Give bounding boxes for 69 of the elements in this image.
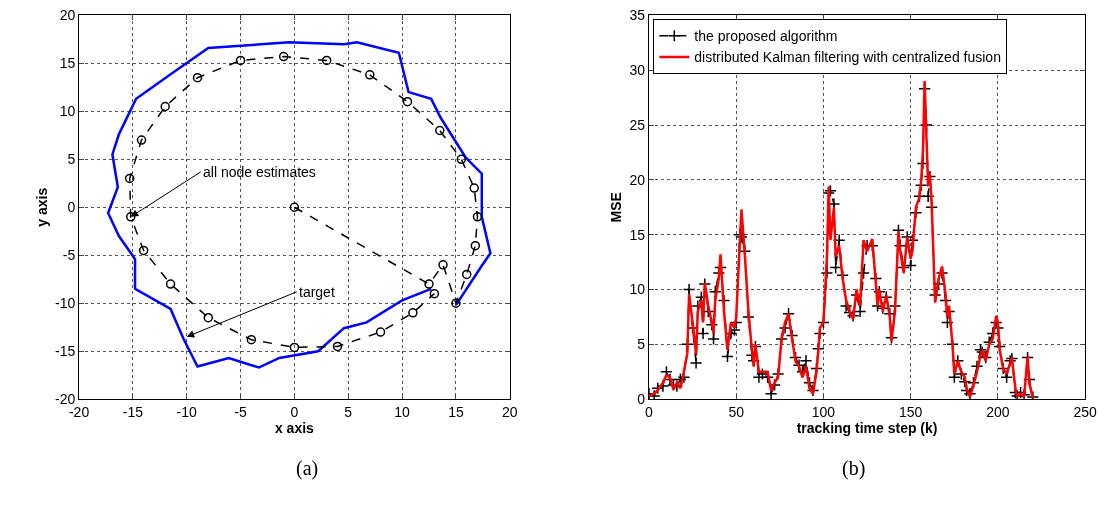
x-axis-title: tracking time step (k) xyxy=(796,420,938,436)
y-axis-title: y axis xyxy=(33,187,50,227)
point xyxy=(472,212,483,222)
y-tick-label: 20 xyxy=(59,7,76,24)
point xyxy=(438,260,448,270)
text: (a) xyxy=(296,457,319,480)
point xyxy=(278,51,289,62)
point xyxy=(203,312,214,323)
x-tick-label: 10 xyxy=(394,404,411,420)
x-axis-title: x axis xyxy=(274,420,315,436)
point xyxy=(136,135,147,145)
point xyxy=(429,288,440,299)
y-tick-label: 15 xyxy=(629,226,646,243)
x-tick-label: 0 xyxy=(290,404,299,420)
y-tick-label: 5 xyxy=(637,336,646,353)
point xyxy=(289,342,300,353)
point xyxy=(435,125,445,136)
y-tick-label: 15 xyxy=(59,55,76,72)
annotation: all node estimates xyxy=(203,164,316,180)
point xyxy=(235,55,246,66)
y-tick-label: 5 xyxy=(67,151,76,168)
x-tick-label: -15 xyxy=(122,404,144,420)
y-tick-label: 10 xyxy=(59,103,76,120)
point xyxy=(470,240,481,251)
x-tick-label: 50 xyxy=(728,404,745,420)
point xyxy=(469,183,479,193)
legend-label: distributed Kalman filtering with centralized fusion xyxy=(694,49,1001,66)
x-tick-label: 200 xyxy=(986,404,1010,420)
x-tick-label: 15 xyxy=(448,404,464,420)
point xyxy=(321,55,332,66)
point xyxy=(461,269,472,280)
point xyxy=(246,334,257,345)
y-tick-label: 25 xyxy=(629,116,646,133)
point xyxy=(124,173,135,184)
y-tick-label: 35 xyxy=(629,7,646,24)
point xyxy=(125,212,136,222)
y-tick-label: 20 xyxy=(629,171,646,188)
point xyxy=(424,279,434,289)
y-tick-label: 30 xyxy=(629,62,646,79)
y-tick-label: -10 xyxy=(55,295,76,312)
x-tick-label: 5 xyxy=(344,404,353,420)
point xyxy=(165,279,176,289)
y-tick-label: 0 xyxy=(67,199,76,216)
x-tick-label: 100 xyxy=(811,404,836,420)
y-tick-label: 10 xyxy=(629,281,646,298)
x-tick-label: 250 xyxy=(1073,404,1098,420)
y-tick-label: -5 xyxy=(62,247,76,264)
point xyxy=(289,202,300,213)
y-axis-title: MSE xyxy=(608,192,625,223)
point xyxy=(332,341,343,352)
point xyxy=(365,70,375,80)
x-tick-label: -10 xyxy=(176,404,198,420)
annotation: target xyxy=(299,284,335,300)
y-tick-label: -15 xyxy=(55,343,76,360)
text: (b) xyxy=(842,457,866,480)
point xyxy=(375,327,386,337)
y-tick-label: -20 xyxy=(55,391,76,408)
legend-label: the proposed algorithm xyxy=(694,28,838,45)
x-tick-label: -5 xyxy=(234,404,247,420)
x-tick-label: 20 xyxy=(501,404,518,420)
y-tick-label: 0 xyxy=(637,391,646,408)
x-tick-label: 150 xyxy=(899,404,923,420)
point xyxy=(402,96,413,107)
point xyxy=(192,72,203,83)
point xyxy=(451,298,461,308)
point xyxy=(456,154,467,165)
point xyxy=(160,101,170,112)
point xyxy=(138,245,149,256)
point xyxy=(408,308,418,318)
